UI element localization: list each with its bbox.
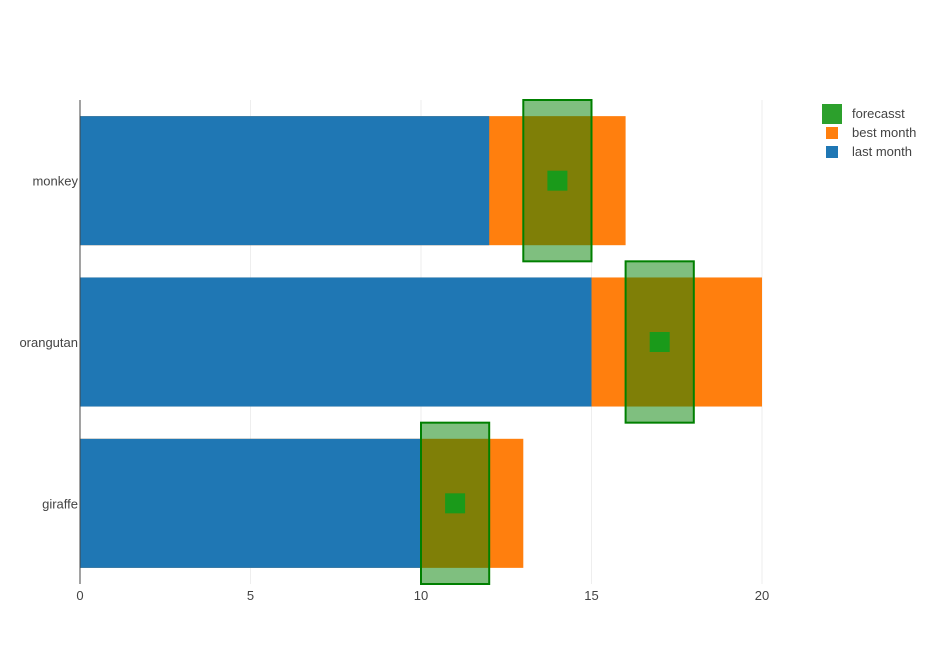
legend-label-forecast: forecasst [852,106,905,121]
y-tick-label-giraffe: giraffe [42,496,78,511]
legend-swatch-last-month [826,145,838,158]
legend-item-best-month[interactable]: best month [820,123,916,142]
forecast-point-giraffe [445,493,466,514]
x-tick-label-10: 10 [414,588,428,603]
x-tick-label-20: 20 [755,588,769,603]
x-tick-label-0: 0 [76,588,83,603]
legend: forecasst best month last month [820,103,916,161]
forecast-marks [420,99,695,585]
forecast-point-monkey [547,170,568,191]
bar-last-month-giraffe [80,438,421,568]
legend-label-best-month: best month [852,125,917,140]
y-tick-label-orangutan: orangutan [19,335,78,350]
x-tick-labels: 0 5 10 15 20 [76,588,769,603]
forecast-point-orangutan [649,332,670,352]
y-tick-label-monkey: monkey [32,174,78,189]
legend-label-last-month: last month [852,144,912,159]
x-tick-label-5: 5 [247,588,254,603]
legend-item-last-month[interactable]: last month [820,142,916,161]
legend-swatch-forecast [822,103,842,124]
legend-swatch-best-month [826,126,838,139]
legend-item-forecast[interactable]: forecasst [820,103,916,124]
y-tick-labels: monkey orangutan giraffe [19,174,78,512]
x-tick-label-15: 15 [584,588,598,603]
bar-last-month-monkey [80,116,490,246]
bar-last-month-orangutan [80,277,592,407]
